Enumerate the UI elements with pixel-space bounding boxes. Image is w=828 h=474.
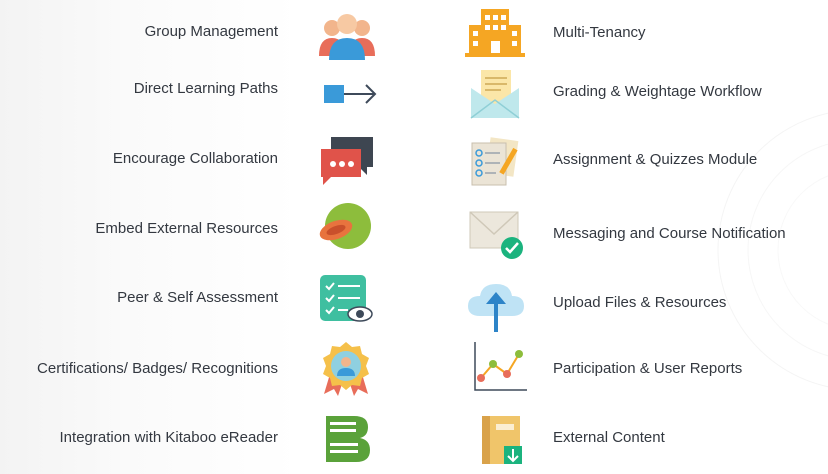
feature-label-peer-self-assessment: Peer & Self Assessment	[117, 289, 278, 306]
feature-label-embed-external-resources: Embed External Resources	[95, 220, 278, 237]
group-icon	[317, 8, 377, 64]
line-chart-icon	[469, 338, 529, 394]
mail-check-icon	[466, 206, 526, 262]
notebook-download-icon	[474, 412, 534, 468]
feature-label-direct-learning-paths: Direct Learning Paths	[133, 80, 278, 97]
feature-label-participation-reports: Participation & User Reports	[553, 360, 743, 377]
cloud-upload-icon	[466, 278, 526, 334]
feature-label-messaging-notification: Messaging and Course Notification	[553, 225, 786, 242]
arrow-path-icon	[320, 66, 380, 122]
feature-label-external-content: External Content	[553, 429, 665, 446]
feature-label-grading-workflow: Grading & Weightage Workflow	[553, 83, 762, 100]
feature-label-group-management: Group Management	[144, 23, 278, 40]
feature-label-upload-files: Upload Files & Resources	[553, 294, 727, 311]
ereader-book-icon	[318, 412, 378, 468]
feature-label-kitaboo-integration: Integration with Kitaboo eReader	[59, 429, 278, 446]
feature-label-assignment-quizzes: Assignment & Quizzes Module	[553, 151, 758, 168]
badge-medal-icon	[316, 340, 376, 396]
envelope-document-icon	[465, 66, 525, 122]
feature-label-certifications: Certifications/ Badges/ Recognitions	[37, 360, 278, 377]
feature-label-multi-tenancy: Multi-Tenancy	[553, 24, 646, 41]
chat-bubbles-icon	[317, 133, 377, 189]
feature-label-encourage-collaboration: Encourage Collaboration	[112, 150, 278, 167]
decorative-arcs	[717, 112, 828, 388]
clipboard-quiz-icon	[466, 133, 526, 189]
assessment-checklist-icon	[316, 272, 376, 328]
embed-resource-icon	[314, 200, 374, 256]
building-icon	[465, 5, 525, 61]
background-panel	[0, 0, 300, 474]
